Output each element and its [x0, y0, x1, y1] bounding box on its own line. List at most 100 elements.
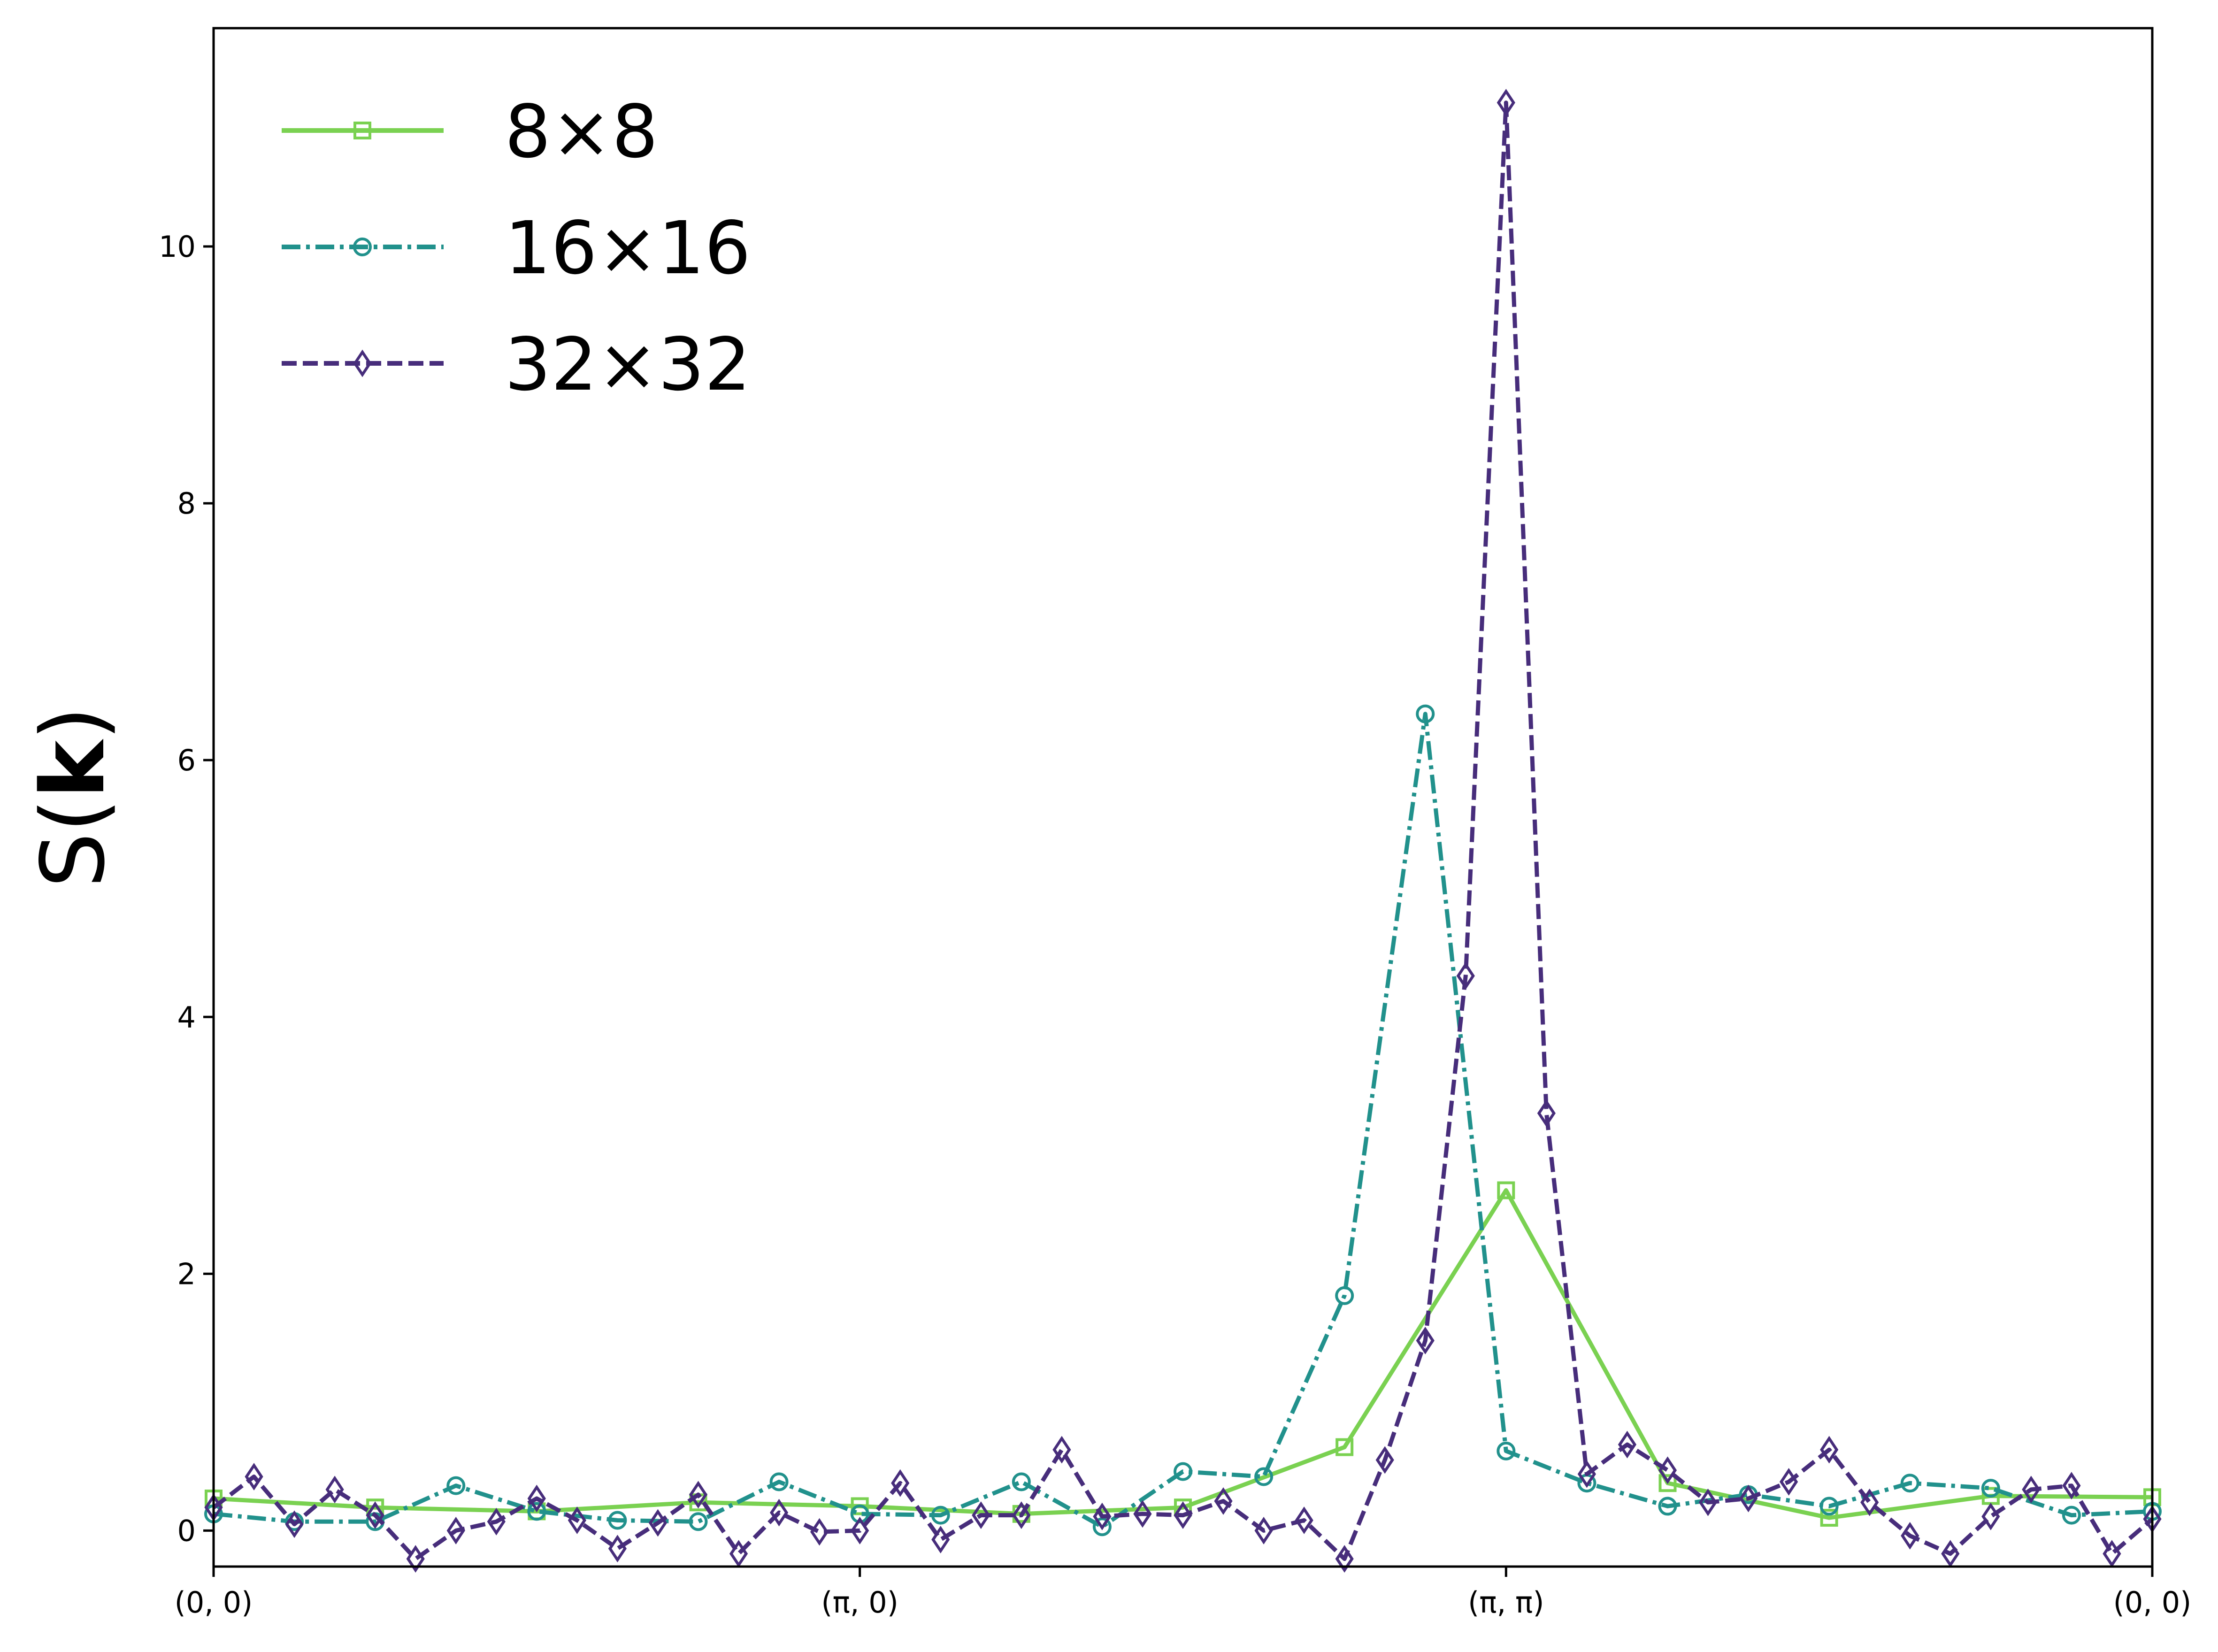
data-point [1174, 1462, 1192, 1481]
data-point [1093, 1502, 1112, 1530]
data-point [648, 1509, 668, 1537]
x-tick-label: (π, π) [1468, 1585, 1544, 1620]
data-point [245, 1463, 263, 1491]
data-point [1092, 1517, 1112, 1537]
data-point [1698, 1488, 1718, 1516]
data-point [1820, 1509, 1838, 1527]
data-point [931, 1526, 950, 1553]
plot-frame [212, 27, 2154, 1568]
data-point [608, 1535, 627, 1563]
legend-label: 16×16 [505, 206, 751, 291]
legend-item: 8×8 [282, 89, 658, 174]
data-point [406, 1545, 425, 1573]
y-axis: 0 2 4 6 8 10 [159, 230, 214, 1548]
data-point [1658, 1456, 1677, 1484]
data-point [1658, 1474, 1677, 1492]
data-point [1295, 1506, 1313, 1534]
data-point [1618, 1430, 1637, 1459]
data-point [1254, 1517, 1273, 1544]
data-point [1860, 1488, 1879, 1516]
data-point [1780, 1468, 1798, 1496]
x-tick-label: (0, 0) [175, 1585, 253, 1620]
data-point [1133, 1500, 1152, 1528]
data-point [1739, 1484, 1758, 1513]
series-line [213, 712, 2153, 1529]
plot-area [214, 28, 2152, 1567]
data-point [2062, 1472, 2081, 1500]
data-point [1254, 1467, 1274, 1486]
data-point [729, 1540, 748, 1568]
data-point [1335, 1438, 1354, 1456]
x-tick-label: (0, 0) [2113, 1585, 2192, 1620]
data-point [1456, 962, 1475, 990]
data-point [851, 1497, 869, 1515]
data-point [1981, 1479, 2000, 1498]
data-point [1820, 1436, 1839, 1464]
data-point [527, 1484, 546, 1513]
data-point [1497, 1181, 1515, 1199]
data-point [1012, 1501, 1031, 1529]
data-point [850, 1504, 869, 1523]
data-point [1497, 1441, 1516, 1460]
data-point [527, 1502, 546, 1521]
legend: 8×8 16×16 32×32 [282, 89, 751, 407]
data-point [1214, 1487, 1233, 1515]
data-point [1900, 1474, 1919, 1493]
data-point [446, 1476, 466, 1495]
x-tick-label: (π, 0) [821, 1585, 898, 1620]
y-tick-label: 4 [177, 1000, 196, 1034]
data-point [568, 1506, 586, 1534]
data-point [608, 1511, 627, 1530]
data-point [810, 1518, 829, 1546]
data-point [446, 1517, 465, 1544]
data-point [1658, 1497, 1677, 1516]
data-point [689, 1481, 708, 1509]
data-point [931, 1506, 950, 1525]
y-tick-label: 8 [177, 486, 196, 521]
legend-marker [353, 122, 371, 139]
series-line [212, 100, 2154, 1561]
data-point [487, 1507, 506, 1536]
data-point [1497, 89, 1515, 117]
data-point [689, 1512, 708, 1531]
data-point [2062, 1506, 2081, 1525]
y-tick-label: 6 [177, 743, 196, 777]
data-point [1416, 704, 1435, 723]
series-3 [204, 89, 2162, 1573]
data-point [1375, 1446, 1394, 1474]
legend-item: 32×32 [282, 322, 751, 407]
data-point [1941, 1540, 1960, 1568]
data-point [366, 1501, 384, 1529]
data-point [891, 1469, 910, 1497]
data-point [769, 1498, 789, 1527]
data-point [972, 1501, 990, 1529]
legend-label: 32×32 [505, 322, 751, 407]
data-point [1012, 1472, 1031, 1491]
legend-marker [353, 349, 372, 377]
data-point [1174, 1501, 1192, 1529]
data-point [1819, 1497, 1839, 1516]
data-point [1335, 1286, 1354, 1305]
data-point [1537, 1099, 1556, 1127]
data-point [1901, 1521, 1919, 1550]
data-point [2022, 1475, 2041, 1504]
data-point [1052, 1436, 1071, 1464]
legend-item: 16×16 [282, 206, 751, 291]
data-point [1335, 1545, 1354, 1573]
y-axis-label: S(k) [22, 707, 124, 888]
legend-marker [353, 238, 372, 256]
data-point [1416, 1327, 1435, 1354]
y-tick-label: 2 [177, 1257, 196, 1291]
x-axis: (0, 0) (π, 0) (π, π) (0, 0) [175, 1567, 2192, 1620]
y-tick-label: 10 [159, 230, 196, 264]
data-point [769, 1472, 789, 1491]
data-point [1981, 1502, 2000, 1530]
data-point [325, 1475, 344, 1504]
data-point [1577, 1460, 1596, 1488]
data-point [2103, 1540, 2121, 1568]
data-point [285, 1510, 304, 1538]
y-tick-label: 0 [177, 1514, 196, 1548]
legend-label: 8×8 [505, 89, 658, 174]
data-point [851, 1517, 869, 1544]
